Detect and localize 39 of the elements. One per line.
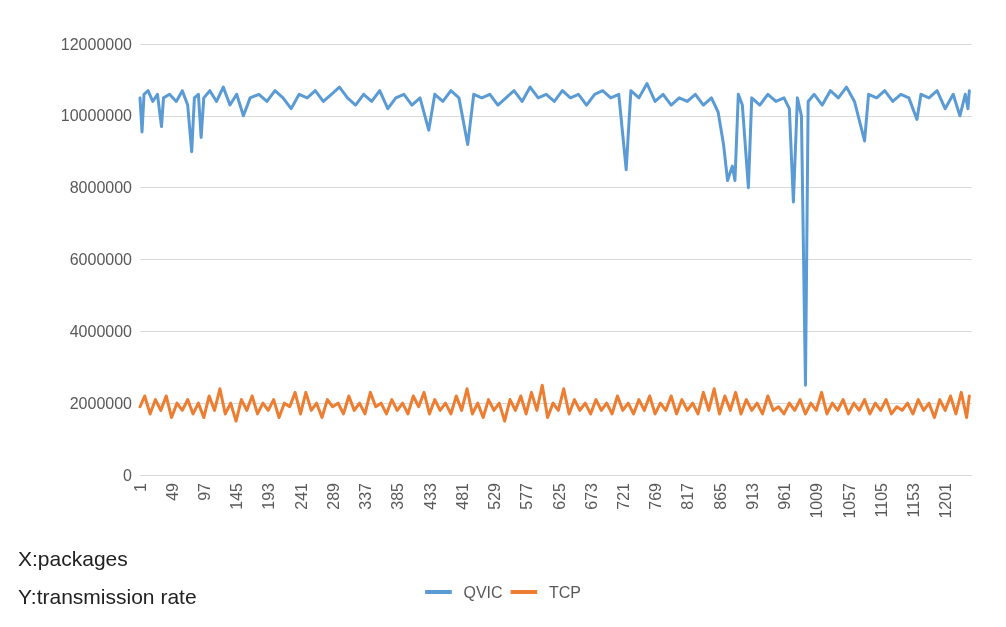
x-tick-label: 769 (647, 482, 665, 510)
x-tick-label: 193 (260, 482, 278, 510)
y-tick-label: 4000000 (69, 322, 133, 340)
x-tick-label: 1 (131, 482, 149, 492)
legend-label: TCP (548, 583, 581, 601)
x-tick-label: 289 (324, 482, 342, 510)
x-tick-label: 385 (389, 482, 407, 510)
x-tick-label: 1201 (937, 482, 955, 519)
y-tick-label: 0 (123, 466, 133, 484)
text: Y:transmission rate (18, 585, 197, 608)
x-tick-label: 961 (776, 482, 794, 510)
x-tick-label: 241 (292, 482, 310, 510)
y-tick-label: 8000000 (69, 179, 133, 197)
x-tick-label: 1057 (840, 482, 858, 519)
x-tick-label: 145 (228, 482, 246, 510)
x-tick-label: 577 (518, 482, 536, 510)
x-tick-label: 49 (163, 482, 181, 501)
x-tick-label: 865 (711, 482, 729, 510)
x-tick-label: 817 (679, 482, 697, 510)
y-tick-label: 10000000 (60, 107, 133, 125)
x-tick-label: 337 (357, 482, 375, 510)
line-series (138, 383, 971, 423)
y-tick-label: 12000000 (60, 35, 133, 53)
x-tick-label: 625 (550, 482, 568, 510)
legend-label: QVIC (463, 583, 503, 601)
y-tick-label: 2000000 (69, 394, 133, 412)
x-tick-label: 1153 (905, 482, 923, 518)
x-tick-label: 481 (453, 482, 471, 510)
x-tick-label: 673 (582, 482, 600, 510)
y-tick-label: 6000000 (69, 251, 133, 268)
x-tick-label: 1009 (808, 482, 826, 519)
x-tick-label: 913 (743, 482, 761, 510)
x-tick-label: 529 (486, 482, 504, 510)
x-tick-label: 1105 (872, 482, 890, 518)
line-series (138, 82, 971, 387)
text: X:packages (18, 547, 128, 570)
x-tick-label: 433 (421, 482, 439, 510)
x-tick-label: 97 (195, 482, 213, 501)
x-tick-label: 721 (614, 482, 632, 510)
